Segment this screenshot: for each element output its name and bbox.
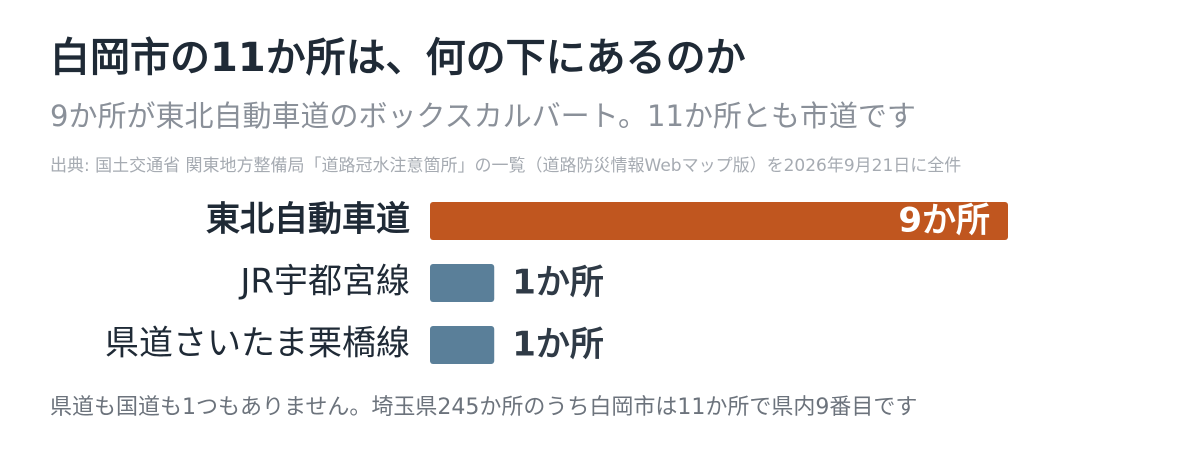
- footnote: 県道も国道も1つもありません。埼玉県245か所のうち白岡市は11か所で県内9番目…: [50, 395, 917, 420]
- bar: [430, 326, 495, 364]
- category-label: JR宇都宮線: [238, 262, 410, 302]
- value-label: 9か所: [898, 201, 990, 241]
- value-label: 1か所: [512, 263, 604, 303]
- source: 出典: 国土交通省 関東地方整備局「道路冠水注意箇所」の一覧（道路防災情報Web…: [50, 156, 961, 176]
- value-label: 1か所: [512, 325, 604, 365]
- chart-subtitle: 9か所が東北自動車道のボックスカルバート。11か所とも市道です: [50, 99, 916, 133]
- category-label: 県道さいたま栗橋線: [105, 324, 410, 364]
- bar: [430, 264, 495, 302]
- bar: [430, 202, 1008, 240]
- chart-title: 白岡市の11か所は、何の下にあるのか: [50, 35, 746, 81]
- category-label: 東北自動車道: [206, 200, 410, 240]
